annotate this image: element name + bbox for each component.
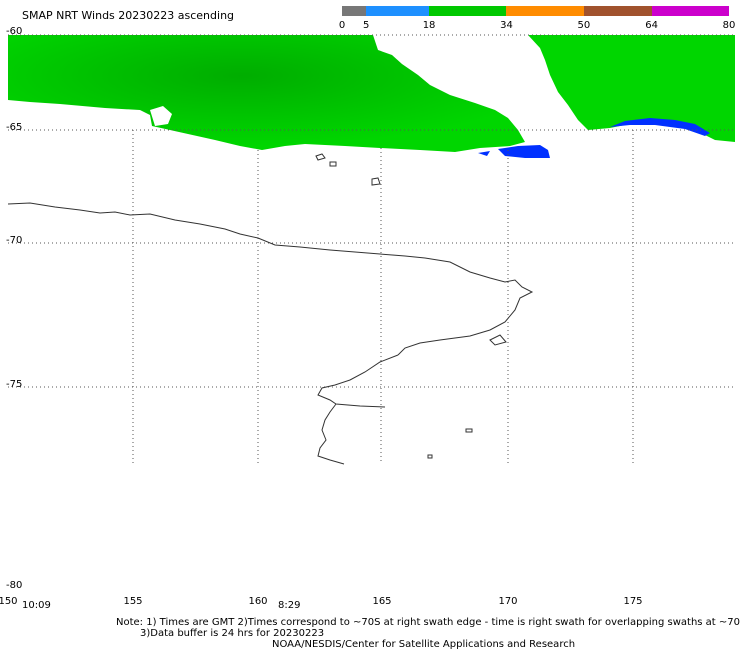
wind-patch-blue-left — [498, 145, 550, 158]
lat-label-65: -65 — [6, 122, 23, 133]
wind-swath-right — [528, 35, 735, 142]
colorbar-tick-label: 0 — [338, 20, 346, 31]
colorbar-segment — [583, 6, 652, 16]
colorbar-segment — [366, 6, 430, 16]
lon-label-155: 155 — [123, 596, 143, 607]
note-line-2: 3)Data buffer is 24 hrs for 20230223 — [140, 628, 325, 639]
lon-grid — [132, 130, 634, 463]
lon-label-170: 170 — [498, 596, 518, 607]
note-line-1: Note: 1) Times are GMT 2)Times correspon… — [116, 617, 740, 628]
lat-label-80: -80 — [6, 580, 23, 591]
colorbar-tick-label: 34 — [500, 20, 513, 31]
colorbar-segment — [429, 6, 507, 16]
wind-swath-left — [8, 35, 525, 152]
swath-time-right: 8:29 — [278, 600, 301, 611]
lon-label-160: 160 — [248, 596, 268, 607]
colorbar-tick-label: 50 — [577, 20, 591, 31]
lat-label-60: -60 — [6, 26, 23, 37]
colorbar-segment — [651, 6, 729, 16]
colorbar-tick-label: 5 — [363, 20, 370, 31]
swath-time-left: 10:09 — [22, 600, 51, 611]
lon-label-165: 165 — [372, 596, 392, 607]
colorbar-segment — [342, 6, 367, 16]
lat-label-70: -70 — [6, 235, 23, 246]
lon-label-175: 175 — [623, 596, 643, 607]
lon-label-150: 150 — [0, 596, 18, 607]
colorbar-tick-label: 64 — [645, 20, 658, 31]
wind-patch-blue-right — [610, 118, 710, 136]
colorbar-segment — [506, 6, 584, 16]
data-gap — [150, 106, 172, 126]
colorbar-tick-label: 80 — [722, 20, 736, 31]
map-title: SMAP NRT Winds 20230223 ascending — [22, 9, 235, 22]
wind-speed-colorbar — [342, 6, 729, 16]
colorbar-tick-label: 18 — [422, 20, 436, 31]
lat-label-75: -75 — [6, 379, 23, 390]
coastline — [7, 153, 534, 465]
note-line-3: NOAA/NESDIS/Center for Satellite Applica… — [272, 639, 576, 650]
